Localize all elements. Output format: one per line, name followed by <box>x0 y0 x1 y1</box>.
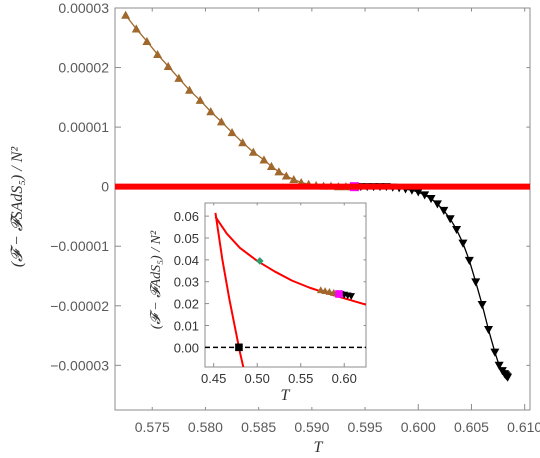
main-series-1-point <box>490 348 500 357</box>
main-series-1-point <box>484 326 493 335</box>
main-series-1-point <box>452 225 462 235</box>
inset-y-tick-label: 0.03 <box>174 275 199 290</box>
inset-x-axis-title: T <box>281 387 291 404</box>
main-series-0-point <box>153 49 163 59</box>
main-y-tick-label: 0.00003 <box>58 0 109 16</box>
main-series-0-point <box>289 175 299 184</box>
main-x-tick-label: 0.580 <box>188 419 223 435</box>
main-series-1-point <box>413 188 423 197</box>
main-series-0-point <box>131 24 141 33</box>
main-series-0-point <box>274 167 284 176</box>
main-series-1-point <box>503 373 513 382</box>
main-series-0-line <box>125 14 353 188</box>
inset-y-tick-label: 0.00 <box>174 340 199 355</box>
main-series-0-point <box>266 161 276 171</box>
inset-x-tick-label: 0.45 <box>201 371 226 386</box>
main-series-0-point <box>174 73 184 82</box>
main-series-1-line <box>355 186 509 378</box>
inset-series-4-point <box>256 257 264 265</box>
main-series-1-point <box>494 361 504 370</box>
main-y-tick-label: 0.00001 <box>58 119 109 135</box>
main-x-tick-label: 0.590 <box>294 419 329 435</box>
main-series-1-point <box>464 256 474 266</box>
inset-y-tick-label: 0.02 <box>174 297 199 312</box>
inset-plot: 0.45 0.50 0.55 0.60 0.00 0.01 0.02 0.03 0.04 0.05… <box>147 199 372 407</box>
main-series-1-point <box>420 191 430 200</box>
main-series-0-point <box>206 107 216 116</box>
inset-x-tick-label: 0.55 <box>288 371 313 386</box>
inset-series-6-point <box>347 293 356 300</box>
inset-x-tick-label: 0.50 <box>245 371 270 386</box>
main-x-tick-label: 0.610 <box>507 419 540 435</box>
main-series-1-point <box>458 239 468 248</box>
inset-series-group <box>205 212 366 367</box>
main-series-0-point <box>248 147 258 156</box>
main-x-tick-label: 0.600 <box>401 419 436 435</box>
inset-series-1-line <box>214 212 245 367</box>
main-series-0-point <box>216 117 226 126</box>
main-x-axis-title: T <box>314 439 324 456</box>
inset-x-tick-label: 0.60 <box>332 371 357 386</box>
main-series-1-point <box>471 278 481 287</box>
main-x-tick-label: 0.575 <box>135 419 170 435</box>
main-y-axis-title: (𝓕 − 𝓕SAdS₅) / N² <box>9 146 26 268</box>
main-plot: 0.575 0.580 0.585 0.590 0.595 0.600 0.605 0.610… <box>50 0 540 435</box>
inset-y-tick-label: 0.06 <box>174 209 199 224</box>
main-frame <box>114 7 531 411</box>
main-series-1-point <box>439 206 449 215</box>
inset-y-tick-label: 0.01 <box>174 318 199 333</box>
main-series-1-point <box>426 194 436 204</box>
main-x-tick-label: 0.585 <box>241 419 276 435</box>
main-series-1-point <box>477 300 487 310</box>
main-series-0-point <box>195 95 205 104</box>
inset-frame <box>204 202 367 368</box>
main-series-0-point <box>238 138 248 147</box>
inset-series-3-point <box>235 343 243 352</box>
inset-y-tick-label: 0.05 <box>174 231 199 246</box>
inset-background <box>147 199 372 407</box>
main-series-0-point <box>259 155 269 164</box>
main-series-group <box>115 10 530 382</box>
main-series-0-point <box>163 61 173 70</box>
inset-y-axis-title: (𝓕 − 𝓕AdS₅) / N² <box>149 230 164 329</box>
main-series-0-point <box>142 36 152 45</box>
main-series-1-point <box>445 215 455 224</box>
main-y-tick-label: −0.00002 <box>50 298 109 314</box>
main-series-0-point <box>121 10 131 19</box>
main-y-tick-label: −0.00001 <box>50 238 109 254</box>
main-series-0-point <box>281 171 291 180</box>
main-series-0-point <box>227 127 237 137</box>
main-y-tick-label: −0.00003 <box>50 357 109 373</box>
main-series-0-point <box>184 85 194 94</box>
main-x-tick-label: 0.595 <box>348 419 383 435</box>
inset-series-7-point <box>335 290 343 298</box>
inset-y-tick-label: 0.04 <box>174 253 199 268</box>
inset-series-5-point <box>316 286 325 294</box>
main-y-tick-label: 0 <box>101 179 109 195</box>
inset-series-5-point <box>321 287 329 294</box>
main-x-tick-label: 0.605 <box>454 419 489 435</box>
main-y-tick-label: 0.00002 <box>58 60 109 76</box>
inset-series-5-point <box>325 287 334 295</box>
main-series-1-point <box>432 200 442 209</box>
